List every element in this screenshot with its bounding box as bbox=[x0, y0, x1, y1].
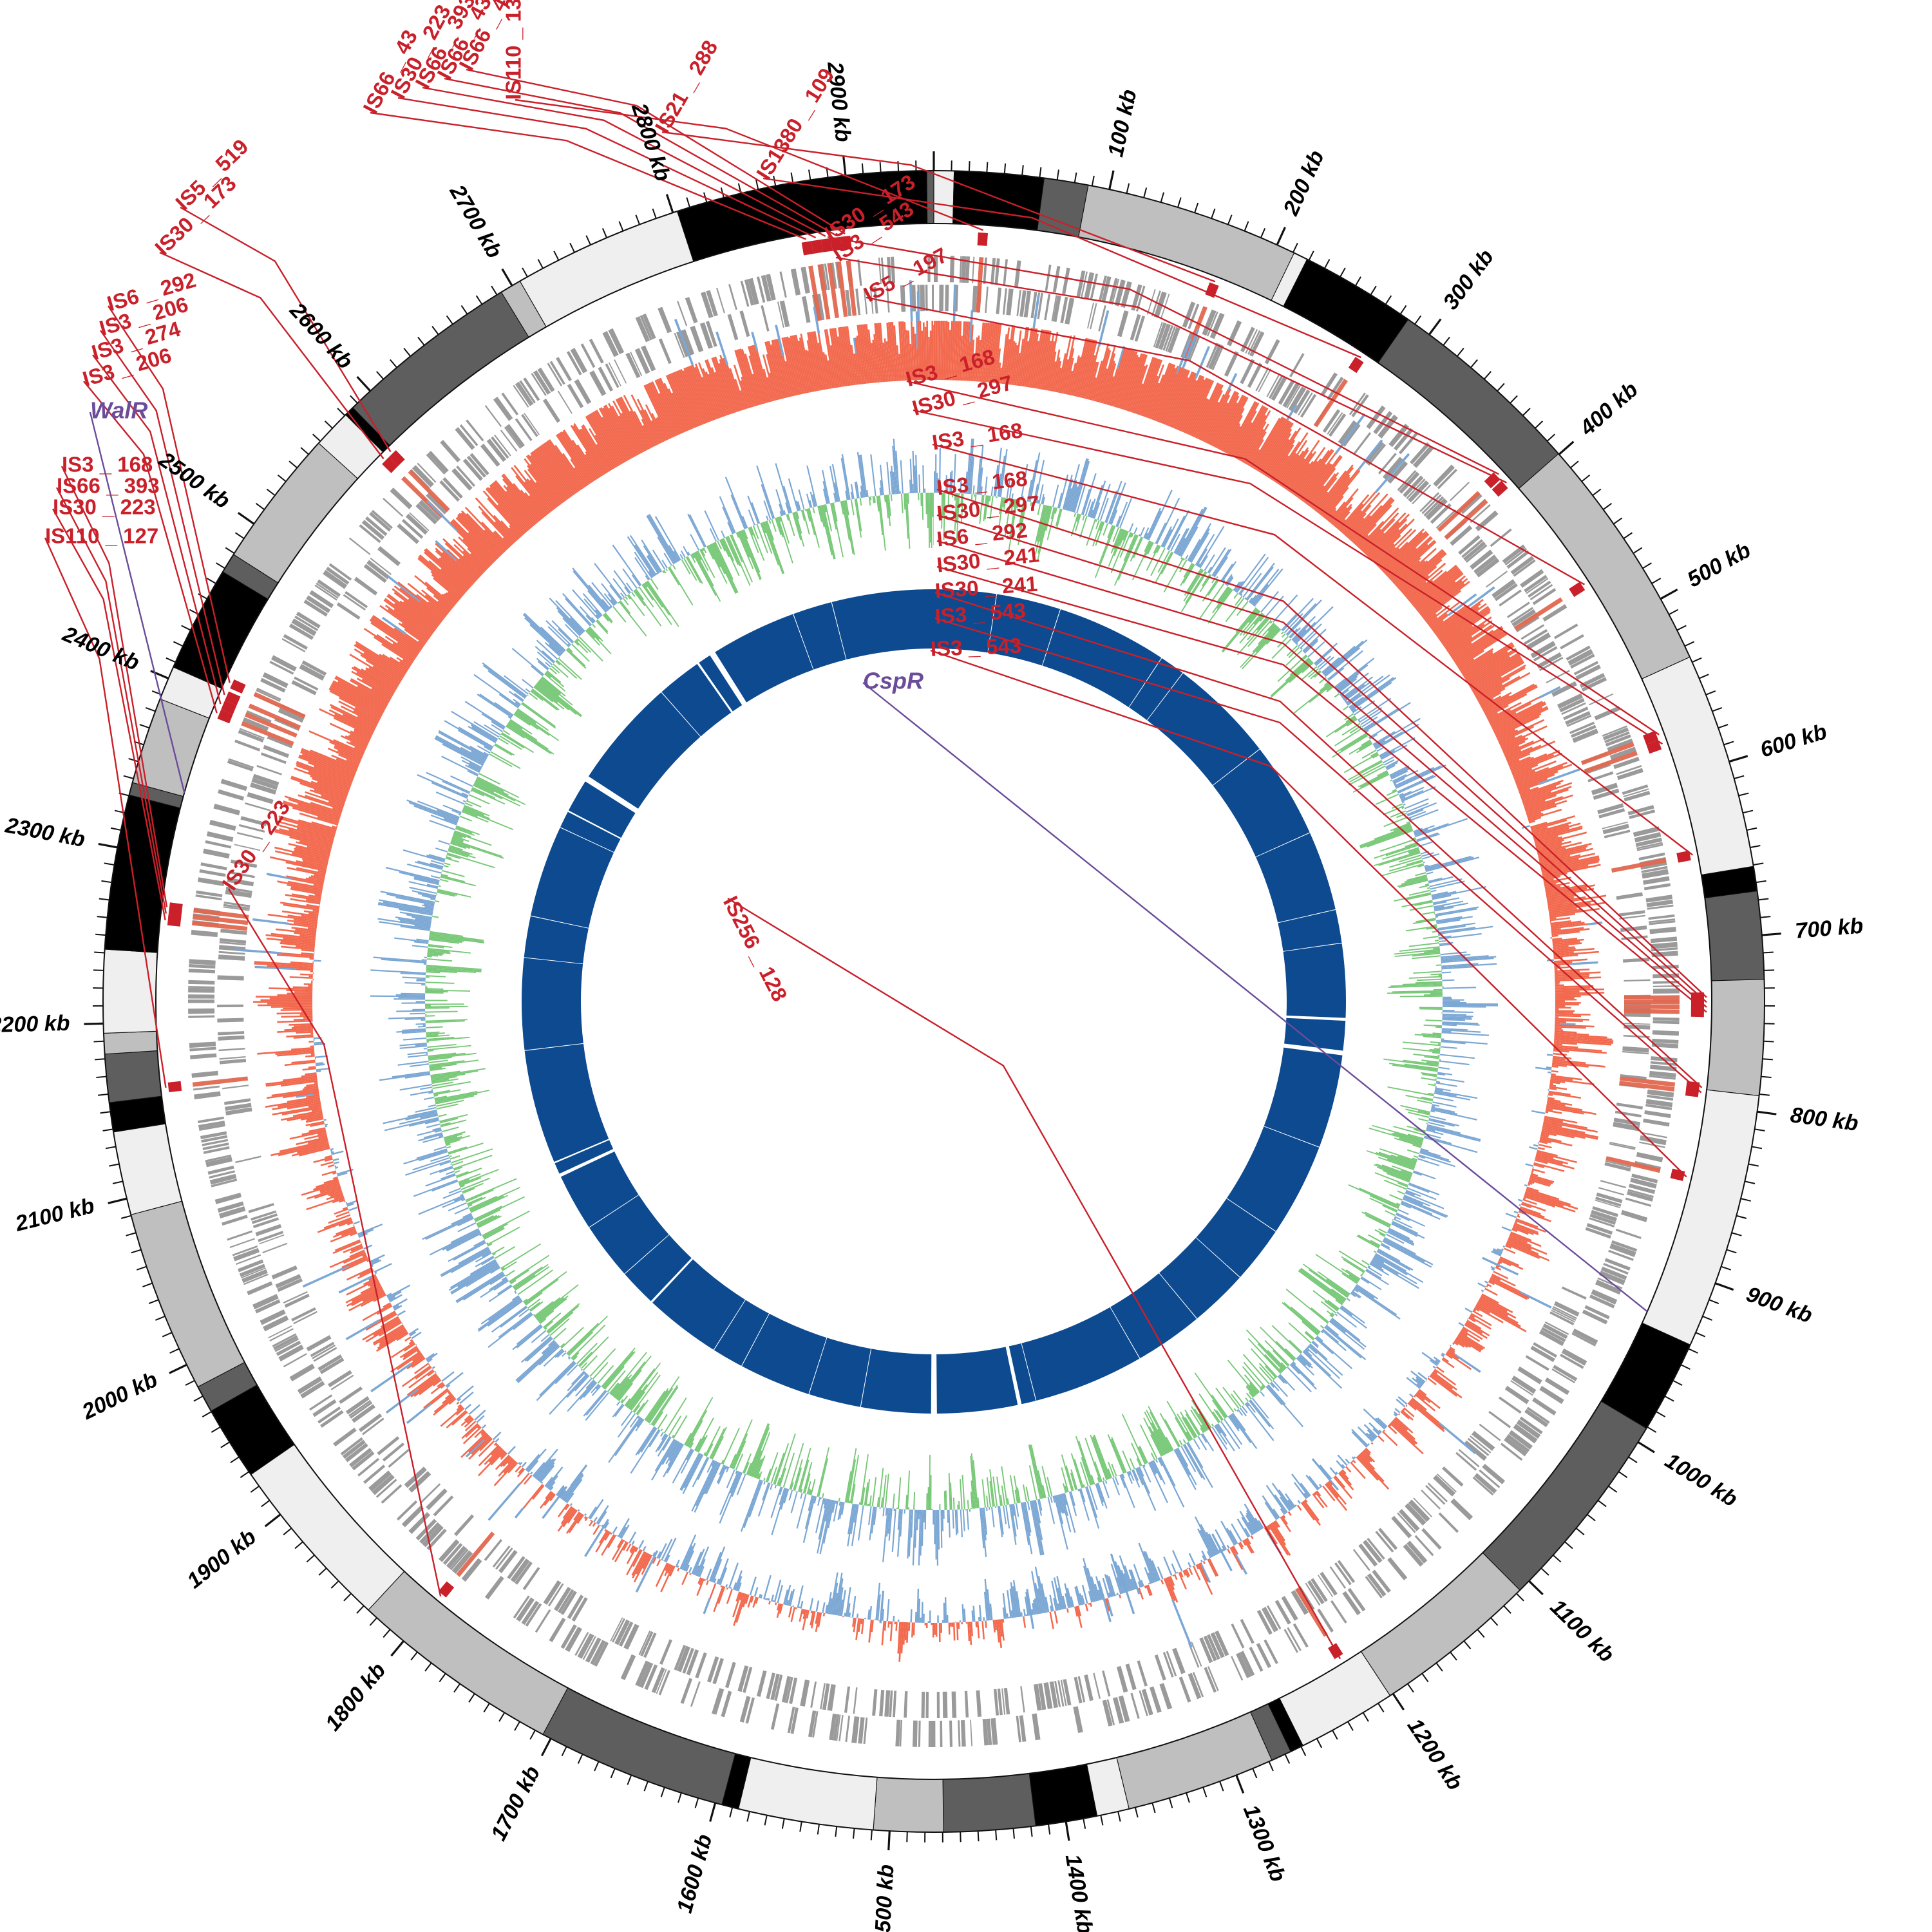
is-leader-line bbox=[55, 487, 167, 914]
axis-tick-label: 2200 kb bbox=[0, 1011, 70, 1037]
is-leader-line bbox=[934, 617, 1702, 1094]
axis-tick-label: 2500 kb bbox=[154, 447, 234, 513]
is-leader-line bbox=[466, 68, 846, 234]
axis-tick-label: 2600 kb bbox=[285, 298, 357, 374]
is-leader-line bbox=[932, 443, 1693, 856]
is-leader-line bbox=[100, 330, 225, 696]
is-leader-line bbox=[762, 177, 1361, 359]
axis-tick-label: 700 kb bbox=[1794, 914, 1864, 943]
inner-backbone-ring bbox=[522, 589, 1346, 1414]
is-element-label: IS110 _ 139 bbox=[502, 0, 526, 100]
axis-tick-label: 300 kb bbox=[1438, 245, 1499, 314]
is-leader-line bbox=[397, 97, 817, 239]
is-leader-line bbox=[913, 409, 1663, 745]
gene-leader-line bbox=[862, 682, 1648, 1312]
axis-tick-label: 400 kb bbox=[1575, 377, 1642, 441]
is-leader-line bbox=[936, 540, 1707, 1008]
is-leader-line bbox=[92, 354, 222, 705]
gc-content-track bbox=[370, 438, 1498, 1566]
is-leader-line bbox=[107, 305, 231, 683]
is-leader-line bbox=[61, 466, 168, 907]
axis-tick-label: 1200 kb bbox=[1403, 1714, 1468, 1795]
axis-tick-label: 1400 kb bbox=[1061, 1853, 1097, 1932]
is-leader-line bbox=[83, 381, 218, 714]
gene-name-label: CspR bbox=[863, 668, 923, 694]
axis-tick-label: 100 kb bbox=[1103, 87, 1142, 158]
cds-gene-track bbox=[188, 256, 1680, 1747]
is-element-label: IS30 _ 223 bbox=[53, 495, 156, 519]
is-leader-line bbox=[422, 86, 826, 237]
axis-tick-label: 1000 kb bbox=[1661, 1448, 1742, 1511]
is-element-label: IS1380 _ 109 bbox=[752, 64, 838, 184]
is-leader-line bbox=[370, 111, 807, 240]
axis-tick-label: 1500 kb bbox=[870, 1864, 899, 1932]
axis-tick-label: 1900 kb bbox=[182, 1524, 261, 1593]
is-leader-line bbox=[444, 77, 836, 236]
is-leader-line bbox=[866, 296, 1586, 585]
is-element-label: IS21 _ 288 bbox=[650, 36, 723, 137]
is-element-label: IS3 _ 543 bbox=[930, 634, 1021, 661]
is-leader-line bbox=[44, 537, 167, 1088]
label-leader-lines bbox=[44, 68, 1707, 1660]
axis-tick-label: 1600 kb bbox=[672, 1832, 717, 1915]
gc-skew-track bbox=[234, 280, 1614, 1662]
axis-tick-label: 1700 kb bbox=[486, 1762, 545, 1844]
axis-tick-label: 1800 kb bbox=[321, 1658, 391, 1736]
axis-tick-label: 2000 kb bbox=[78, 1367, 162, 1425]
is-leader-line bbox=[661, 131, 1216, 283]
contig-scale-ring bbox=[102, 170, 1765, 1833]
axis-tick-label: 2300 kb bbox=[3, 813, 88, 852]
axis-tick-label: 500 kb bbox=[1683, 538, 1755, 592]
axis-tick-label: 600 kb bbox=[1757, 719, 1830, 762]
is-leader-line bbox=[835, 256, 1508, 484]
is-leader-line bbox=[515, 99, 984, 231]
axis-tick-marks bbox=[84, 151, 1781, 1851]
is-element-label: IS3 _ 168 bbox=[62, 453, 153, 477]
is-leader-line bbox=[227, 888, 442, 1597]
is-leader-line bbox=[727, 897, 1341, 1660]
is-leader-line bbox=[827, 236, 1499, 475]
axis-tick-label: 1100 kb bbox=[1546, 1595, 1619, 1667]
is-leader-line bbox=[934, 591, 1703, 1088]
axis-tick-label: 2100 kb bbox=[12, 1193, 97, 1236]
is-element-label: IS256 _ 128 bbox=[719, 892, 792, 1005]
axis-tick-label: 800 kb bbox=[1789, 1103, 1860, 1136]
axis-tick-label: 2700 kb bbox=[444, 180, 507, 263]
is-element-label: IS110 _ 127 bbox=[45, 524, 158, 548]
is-leader-line bbox=[906, 380, 1660, 735]
is-element-label: IS66 _ 393 bbox=[57, 474, 160, 498]
axis-tick-label: 200 kb bbox=[1278, 147, 1329, 220]
gene-name-labels: WalR CspR bbox=[90, 397, 923, 694]
is-leader-line bbox=[52, 508, 166, 920]
is-leader-line bbox=[936, 565, 1707, 1013]
is-leader-line bbox=[936, 514, 1707, 1003]
is-leader-line bbox=[930, 649, 1687, 1178]
axis-tick-label: 1300 kb bbox=[1238, 1801, 1291, 1885]
is-leader-line bbox=[936, 488, 1707, 998]
gene-name-label: WalR bbox=[90, 397, 147, 424]
gene-leader-line bbox=[89, 412, 185, 793]
is-leader-line bbox=[159, 251, 384, 460]
axis-tick-label: 900 kb bbox=[1743, 1282, 1815, 1328]
is-leader-line bbox=[180, 206, 392, 453]
